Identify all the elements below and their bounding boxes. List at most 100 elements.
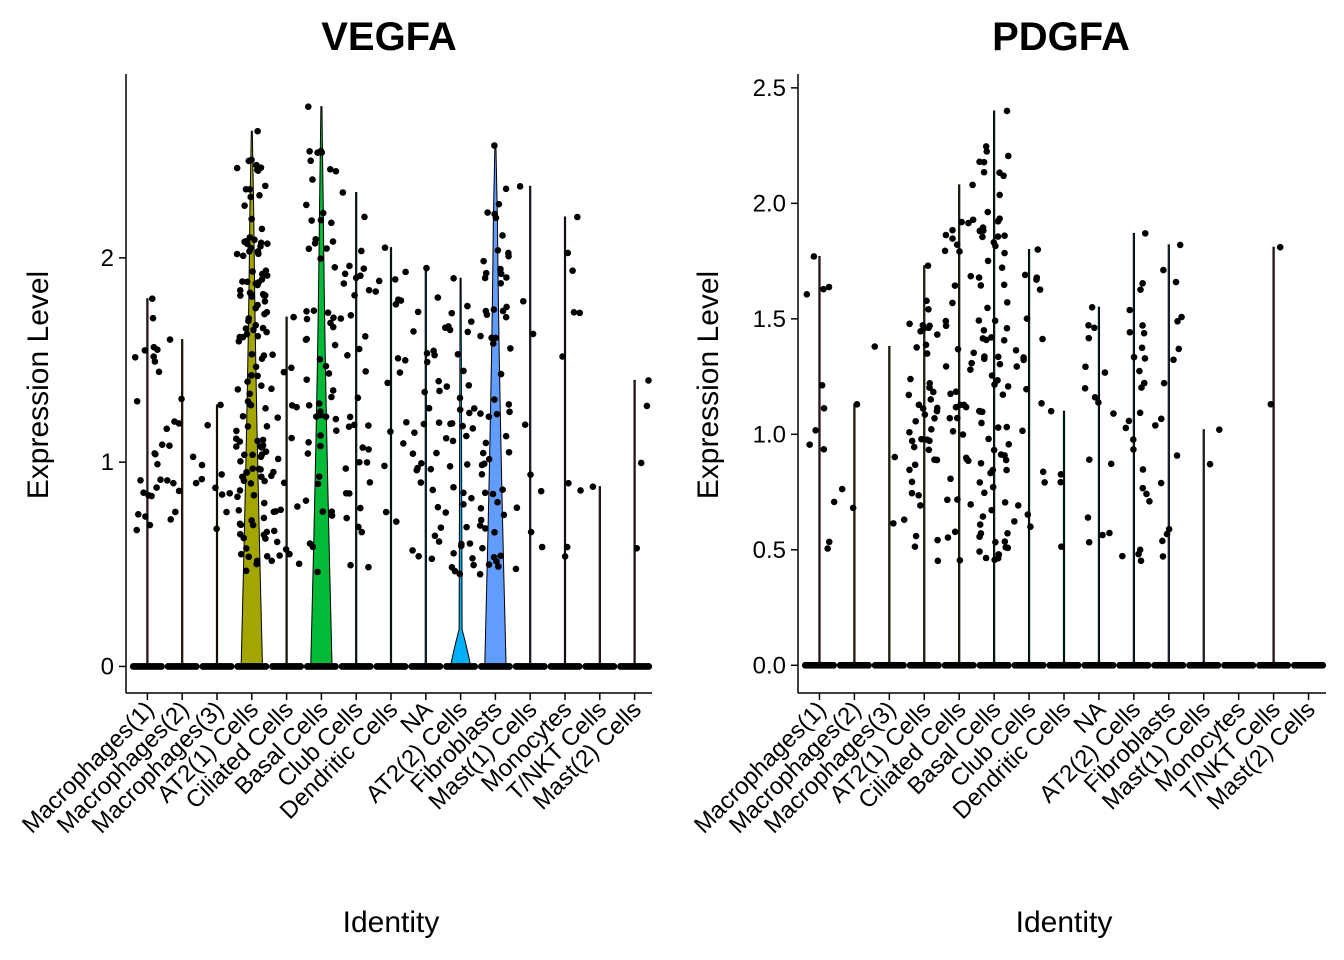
data-point <box>355 523 362 531</box>
data-point <box>589 483 597 490</box>
data-point <box>812 426 819 434</box>
data-point <box>133 397 141 405</box>
data-point <box>1136 409 1144 417</box>
data-point <box>502 185 510 193</box>
data-point <box>1110 410 1117 417</box>
data-point <box>1106 529 1113 537</box>
data-point <box>871 343 879 350</box>
violin-12 <box>515 185 545 667</box>
data-point <box>1038 400 1045 407</box>
data-point <box>425 404 433 412</box>
data-point <box>643 402 651 410</box>
data-point <box>497 552 505 560</box>
data-point <box>450 549 457 557</box>
data-point <box>154 460 161 468</box>
data-point <box>951 282 959 289</box>
violin-2 <box>167 339 197 667</box>
data-point <box>1160 266 1167 274</box>
data-point <box>166 336 174 343</box>
data-point <box>270 508 278 516</box>
data-point <box>254 437 261 445</box>
data-point <box>1082 363 1089 371</box>
data-point <box>988 506 995 514</box>
data-point <box>990 446 998 454</box>
data-point <box>431 351 438 359</box>
violin-9 <box>1084 306 1114 666</box>
data-point <box>980 327 988 334</box>
data-point <box>820 445 828 453</box>
data-point <box>502 313 510 321</box>
data-point <box>917 328 924 335</box>
data-point <box>347 312 355 319</box>
data-point <box>994 217 1002 225</box>
data-point <box>954 496 961 503</box>
data-point <box>366 479 374 486</box>
data-point <box>358 528 366 536</box>
data-point <box>925 306 932 313</box>
data-point <box>387 428 394 435</box>
data-point <box>355 345 363 353</box>
data-point <box>1109 661 1117 669</box>
data-point <box>507 345 514 352</box>
data-point <box>912 532 920 540</box>
data-point <box>382 508 390 516</box>
data-point <box>346 413 354 421</box>
data-point <box>263 328 270 336</box>
data-point <box>315 400 323 407</box>
data-point <box>516 183 524 190</box>
data-point <box>431 532 439 540</box>
data-point <box>478 471 486 478</box>
data-point <box>890 520 897 527</box>
data-point <box>1001 232 1008 239</box>
data-point <box>420 420 428 428</box>
data-point <box>233 250 241 258</box>
data-point <box>243 469 251 476</box>
data-point <box>317 255 324 262</box>
data-point <box>246 185 254 193</box>
data-point <box>951 528 959 536</box>
data-point <box>933 331 941 338</box>
data-point <box>317 432 324 439</box>
data-point <box>954 345 962 353</box>
data-point <box>249 268 256 275</box>
data-point <box>401 356 409 364</box>
data-point <box>830 661 838 669</box>
y-tick-label: 2.0 <box>753 190 786 217</box>
violin-3 <box>875 346 904 666</box>
data-point <box>263 553 271 560</box>
data-point <box>976 158 983 166</box>
data-point <box>306 148 313 155</box>
data-point <box>1157 415 1165 423</box>
data-point <box>437 524 445 531</box>
data-point <box>1033 274 1041 281</box>
data-point <box>363 459 371 466</box>
data-point <box>280 368 288 376</box>
violin-13 <box>550 216 580 667</box>
data-point <box>1151 422 1159 429</box>
data-point <box>476 522 484 529</box>
data-point <box>1137 557 1145 565</box>
y-tick-label: 1 <box>101 449 114 476</box>
data-point <box>506 408 513 416</box>
data-point <box>357 504 364 512</box>
data-point <box>491 142 498 149</box>
data-point <box>934 536 941 544</box>
data-point <box>575 663 583 670</box>
chart-title: PDGFA <box>992 15 1130 59</box>
violin-7 <box>1014 249 1044 666</box>
data-point <box>969 661 977 669</box>
data-point <box>239 252 247 260</box>
data-point <box>262 663 270 670</box>
data-point <box>994 353 1002 361</box>
violin-5 <box>944 184 974 666</box>
data-point <box>436 387 443 395</box>
data-point <box>633 544 641 552</box>
data-point <box>261 298 269 305</box>
data-point <box>820 285 827 293</box>
data-point <box>242 325 250 332</box>
data-point <box>140 489 147 496</box>
data-point <box>559 353 566 360</box>
data-point <box>497 370 505 378</box>
data-point <box>928 426 935 433</box>
data-point <box>236 530 244 538</box>
